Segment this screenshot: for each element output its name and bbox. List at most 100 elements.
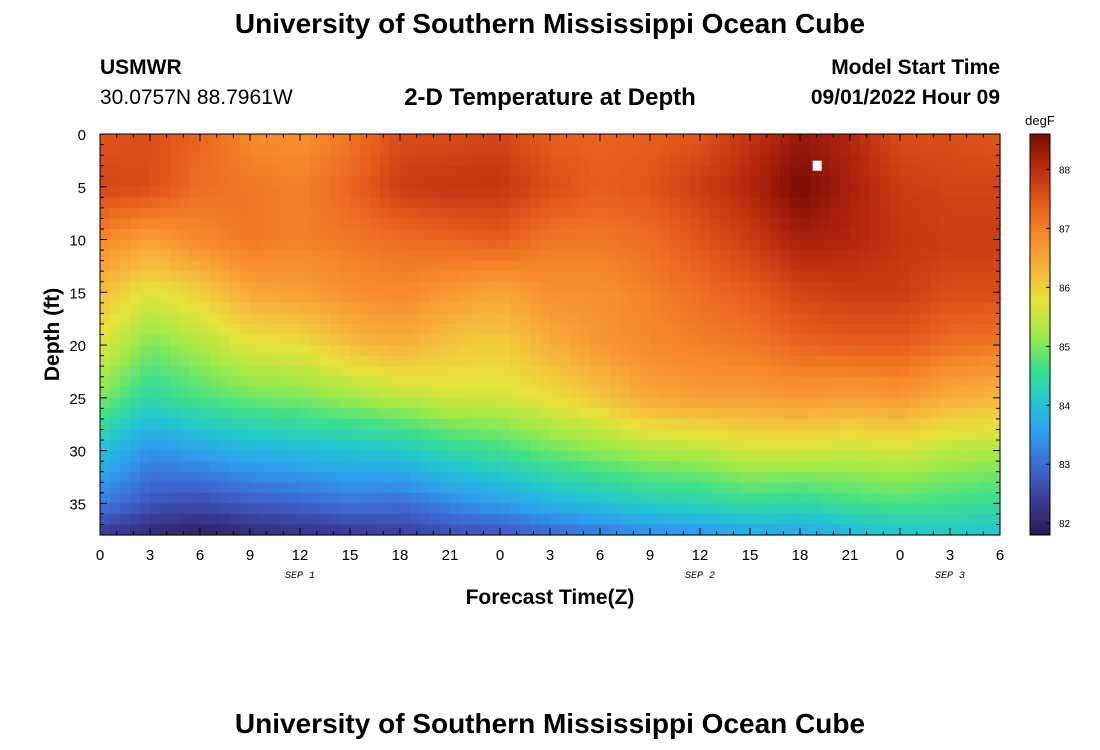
heatmap-cell <box>990 260 1001 272</box>
heatmap-cell <box>540 429 551 441</box>
heatmap-cell <box>250 397 261 409</box>
heatmap-cell <box>320 429 331 441</box>
heatmap-cell <box>310 366 321 378</box>
heatmap-cell <box>840 250 851 262</box>
heatmap-cell <box>300 397 311 409</box>
heatmap-cell <box>280 334 291 346</box>
heatmap-cell <box>290 355 301 367</box>
heatmap-cell <box>830 429 841 441</box>
heatmap-cell <box>540 207 551 220</box>
heatmap-cell <box>640 323 651 336</box>
heatmap-cell <box>690 334 701 346</box>
heatmap-cell <box>200 197 211 209</box>
heatmap-cell <box>590 387 601 399</box>
station-coordinates: 30.0757N 88.7961W <box>100 86 293 109</box>
heatmap-cell <box>390 155 401 167</box>
heatmap-cell <box>890 271 901 283</box>
heatmap-cell <box>810 355 821 367</box>
heatmap-cell <box>530 176 541 188</box>
heatmap-cell <box>740 482 751 494</box>
heatmap-cell <box>180 239 191 251</box>
heatmap-cell <box>990 165 1001 177</box>
heatmap-cell <box>170 429 181 441</box>
heatmap-cell <box>960 239 971 251</box>
heatmap-cell <box>910 239 921 251</box>
heatmap-cell <box>100 271 111 283</box>
heatmap-cell <box>480 302 491 314</box>
heatmap-cell <box>750 271 761 283</box>
heatmap-cell <box>780 186 791 198</box>
heatmap-cell <box>500 408 511 420</box>
heatmap-cell <box>510 134 521 146</box>
heatmap-cell <box>850 228 861 241</box>
heatmap-cell <box>510 513 521 526</box>
heatmap-cell <box>620 218 631 230</box>
heatmap-cell <box>450 302 461 314</box>
heatmap-cell <box>830 482 841 494</box>
heatmap-cell <box>520 239 531 251</box>
heatmap-cell <box>990 366 1001 378</box>
heatmap-cell <box>980 302 991 314</box>
heatmap-cell <box>230 397 241 409</box>
heatmap-cell <box>340 313 351 325</box>
heatmap-cell <box>500 281 511 293</box>
heatmap-cell <box>890 176 901 188</box>
heatmap-cell <box>170 218 181 230</box>
heatmap-cell <box>220 482 231 494</box>
heatmap-cell <box>790 302 801 314</box>
heatmap-cell <box>800 376 811 388</box>
heatmap-cell <box>610 471 621 483</box>
heatmap-cell <box>750 429 761 441</box>
heatmap-cell <box>670 429 681 441</box>
heatmap-cell <box>300 418 311 431</box>
heatmap-cell <box>830 492 841 504</box>
heatmap-cell <box>330 260 341 272</box>
heatmap-cell <box>460 292 471 304</box>
heatmap-cell <box>270 281 281 293</box>
heatmap-cell <box>160 387 171 399</box>
heatmap-cell <box>860 461 871 473</box>
heatmap-cell <box>600 134 611 146</box>
heatmap-cell <box>970 323 981 336</box>
heatmap-cell <box>760 418 771 431</box>
heatmap-cell <box>920 197 931 209</box>
heatmap-cell <box>590 292 601 304</box>
heatmap-cell <box>610 186 621 198</box>
heatmap-cell <box>910 218 921 230</box>
heatmap-cell <box>330 418 341 431</box>
heatmap-cell <box>840 482 851 494</box>
heatmap-cell <box>700 376 711 388</box>
heatmap-cell <box>790 461 801 473</box>
heatmap-cell <box>270 334 281 346</box>
heatmap-cell <box>660 134 671 146</box>
heatmap-cell <box>670 144 681 156</box>
heatmap-cell <box>250 418 261 431</box>
heatmap-cell <box>400 207 411 220</box>
heatmap-cell <box>920 440 931 452</box>
heatmap-cell <box>830 197 841 209</box>
heatmap-cell <box>100 513 111 526</box>
heatmap-cell <box>520 207 531 220</box>
heatmap-cell <box>400 165 411 177</box>
heatmap-cell <box>290 334 301 346</box>
heatmap-cell <box>510 207 521 220</box>
heatmap-cell <box>290 418 301 431</box>
heatmap-cell <box>240 376 251 388</box>
heatmap-cell <box>460 155 471 167</box>
x-tick-label: 21 <box>842 547 859 564</box>
heatmap-cell <box>110 503 121 515</box>
heatmap-cell <box>120 155 131 167</box>
heatmap-cell <box>580 482 591 494</box>
heatmap-cell <box>330 503 341 515</box>
heatmap-cell <box>610 134 621 146</box>
heatmap-cell <box>250 334 261 346</box>
heatmap-cell <box>870 397 881 409</box>
heatmap-cell <box>230 281 241 293</box>
heatmap-cell <box>950 281 961 293</box>
heatmap-cell <box>910 376 921 388</box>
heatmap-cell <box>940 218 951 230</box>
heatmap-cell <box>320 492 331 504</box>
heatmap-cell <box>320 366 331 378</box>
heatmap-cell <box>310 239 321 251</box>
heatmap-cell <box>600 197 611 209</box>
